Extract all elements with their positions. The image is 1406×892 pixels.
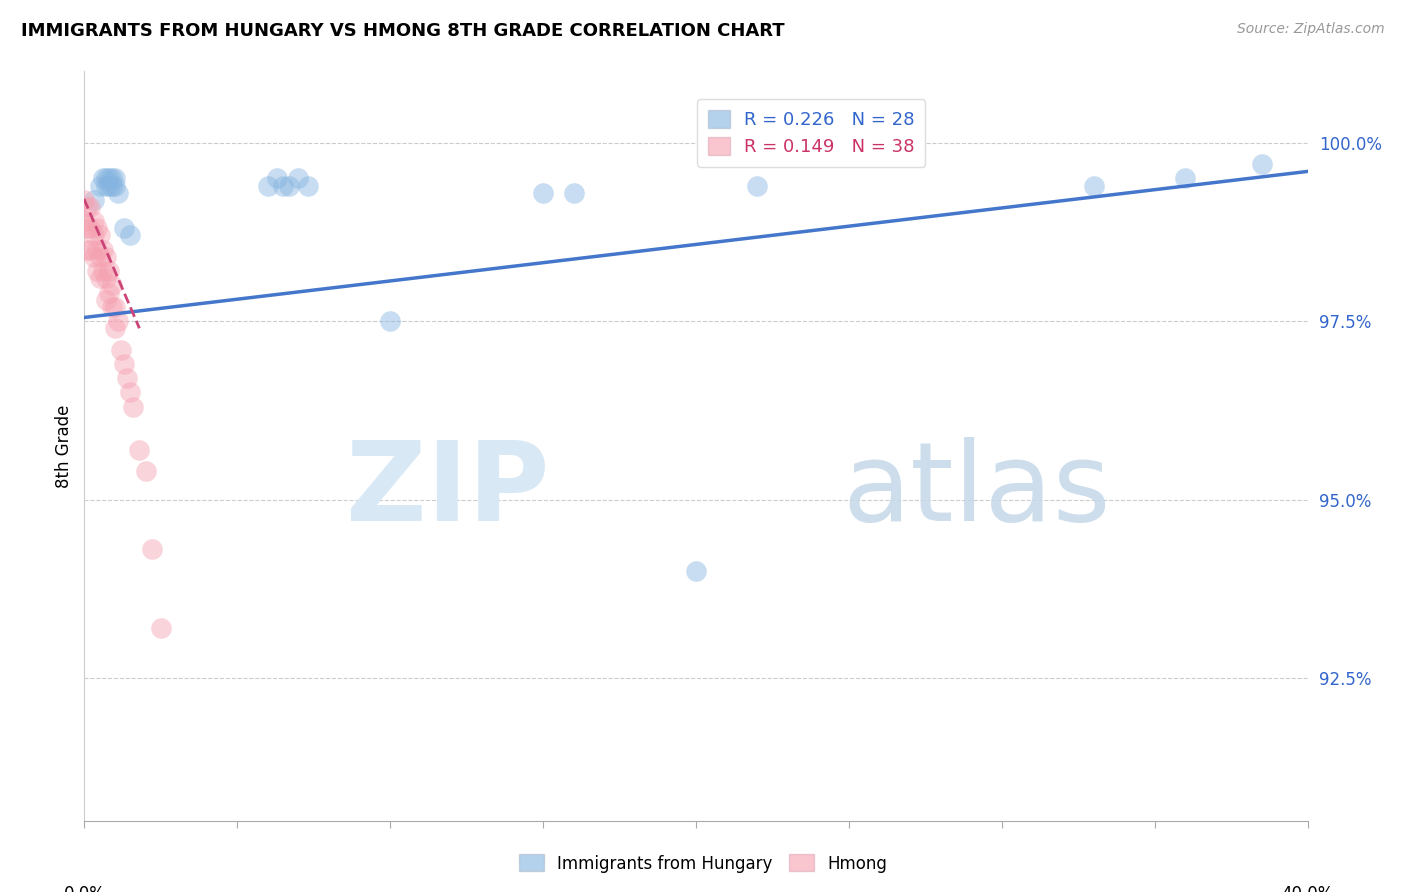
Point (120, 385, 142, 400)
Point (94, 271, 117, 285)
Point (76, 243, 98, 257)
Point (89, 250, 111, 264)
Point (287, 171, 309, 186)
Point (562, 186, 585, 200)
Legend: R = 0.226   N = 28, R = 0.149   N = 38: R = 0.226 N = 28, R = 0.149 N = 38 (697, 99, 925, 167)
Point (97, 285, 120, 300)
Point (97, 171, 120, 186)
Point (91, 264, 114, 278)
Point (89, 228, 111, 243)
Point (89, 178, 111, 193)
Point (135, 464, 157, 478)
Point (120, 228, 142, 243)
Point (79, 243, 101, 257)
Point (107, 314, 129, 328)
Point (86, 264, 108, 278)
Point (83, 193, 105, 207)
Point (112, 221, 135, 235)
Point (107, 186, 129, 200)
Text: Source: ZipAtlas.com: Source: ZipAtlas.com (1237, 22, 1385, 37)
Text: ZIP: ZIP (346, 437, 550, 544)
Point (128, 442, 150, 457)
Point (101, 300, 124, 314)
Point (747, 178, 769, 193)
Text: IMMIGRANTS FROM HUNGARY VS HMONG 8TH GRADE CORRELATION CHART: IMMIGRANTS FROM HUNGARY VS HMONG 8TH GRA… (21, 22, 785, 40)
Point (122, 400, 145, 414)
Point (97, 178, 120, 193)
Point (380, 314, 402, 328)
Point (112, 357, 135, 371)
Point (101, 171, 124, 186)
Point (297, 178, 319, 193)
Point (104, 171, 127, 186)
Point (73, 193, 96, 207)
Point (115, 371, 138, 385)
Point (104, 321, 127, 335)
Point (685, 564, 707, 578)
Point (94, 293, 117, 307)
Point (91, 171, 114, 186)
Point (531, 186, 554, 200)
Point (97, 264, 120, 278)
Point (1083, 178, 1105, 193)
Point (76, 200, 98, 214)
Point (278, 178, 301, 193)
Point (76, 221, 98, 235)
Point (1250, 157, 1272, 171)
Text: atlas: atlas (842, 437, 1111, 544)
Legend: Immigrants from Hungary, Hmong: Immigrants from Hungary, Hmong (512, 847, 894, 880)
Point (86, 221, 108, 235)
Point (73, 214, 96, 228)
Point (104, 300, 127, 314)
Point (101, 178, 124, 193)
Point (141, 542, 163, 557)
Point (83, 214, 105, 228)
Point (101, 278, 124, 293)
Point (83, 228, 105, 243)
Point (149, 621, 172, 635)
Point (94, 178, 117, 193)
Point (110, 343, 132, 357)
Point (1174, 171, 1197, 186)
Point (86, 243, 108, 257)
Point (104, 178, 127, 193)
Point (94, 250, 117, 264)
Point (91, 243, 114, 257)
Text: 40.0%: 40.0% (1281, 885, 1334, 892)
Point (266, 171, 288, 186)
Point (79, 221, 101, 235)
Point (257, 178, 280, 193)
Point (271, 178, 294, 193)
Point (94, 171, 117, 186)
Point (89, 271, 111, 285)
Point (83, 250, 105, 264)
Y-axis label: 8th Grade: 8th Grade (55, 404, 73, 488)
Point (79, 200, 101, 214)
Text: 0.0%: 0.0% (63, 885, 105, 892)
